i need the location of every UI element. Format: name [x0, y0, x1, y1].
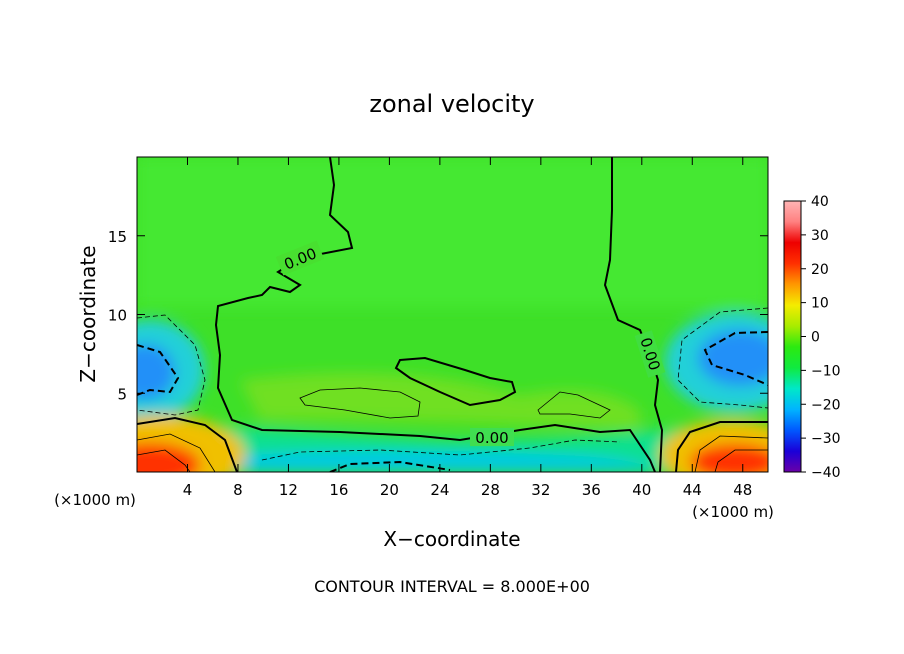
contour-label-bg-1 — [275, 240, 325, 276]
x-tick-label: 8 — [233, 481, 243, 499]
colorbar-ticks: 40 30 20 10 0 −10 −20 −30 −40 — [801, 194, 841, 481]
colorbar-tick-label: 20 — [811, 262, 829, 278]
x-tick-label: 24 — [430, 481, 449, 499]
colorbar-tick-label: −30 — [811, 431, 841, 447]
field-right-negative-core — [698, 330, 768, 386]
dashed-contour-right-inner — [703, 331, 768, 386]
colorbar — [783, 200, 802, 473]
contour-interval-note: CONTOUR INTERVAL = 8.000E+00 — [314, 577, 590, 596]
thin-contour-positive-left — [299, 387, 421, 419]
velocity-field — [137, 157, 768, 472]
thin-contour-right-corner-2 — [714, 449, 768, 472]
colorbar-tick-label: 40 — [811, 194, 829, 210]
dashed-contour-bottom — [261, 439, 621, 461]
colorbar-tick-label: 10 — [811, 296, 829, 312]
field-mid-positive — [240, 372, 640, 430]
thin-contour-left-corner-1 — [137, 433, 216, 472]
x-axis-ticks: 4 8 12 16 20 24 28 32 36 40 44 48 — [183, 157, 752, 499]
x-tick-label: 16 — [329, 481, 348, 499]
dashed-contour-bottom-inner — [329, 460, 451, 472]
field-right-positive-core — [690, 444, 768, 472]
x-unit-left: (×1000 m) — [54, 491, 136, 509]
x-tick-label: 44 — [683, 481, 702, 499]
dashed-contour-left-inner — [137, 344, 180, 396]
field-left-negative-core — [137, 344, 175, 400]
dashed-contour-right-outer — [677, 307, 768, 409]
thin-contour-right-corner-1 — [694, 435, 768, 472]
contour-labels: 0.00 0.00 0.00 — [275, 240, 666, 447]
zero-contour-right — [603, 157, 664, 472]
x-axis-label: X−coordinate — [383, 527, 520, 551]
contour-label-bg-2 — [470, 428, 514, 446]
contour-label-2: 0.00 — [475, 429, 508, 447]
colorbar-tick-label: −40 — [811, 465, 841, 481]
zero-contour-right-low — [675, 421, 768, 472]
y-tick-label: 10 — [108, 307, 127, 325]
zero-contour-island — [394, 356, 517, 407]
colorbar-tick-label: 0 — [811, 330, 820, 346]
thin-contour-positive-right — [537, 391, 611, 419]
colorbar-tick-label: −20 — [811, 397, 841, 413]
x-tick-label: 32 — [531, 481, 550, 499]
chart-title: zonal velocity — [369, 90, 534, 118]
x-tick-label: 28 — [481, 481, 500, 499]
x-tick-label: 4 — [183, 481, 193, 499]
dashed-contour-left-outer — [137, 314, 206, 416]
y-tick-label: 15 — [108, 228, 127, 246]
y-axis-ticks: 5 10 15 — [108, 228, 768, 403]
y-axis-label: Z−coordinate — [76, 245, 100, 382]
field-upper-region — [137, 157, 768, 307]
colorbar-tick-label: −10 — [811, 363, 841, 379]
y-tick-label: 5 — [117, 385, 127, 403]
x-tick-label: 48 — [733, 481, 752, 499]
x-tick-label: 40 — [632, 481, 651, 499]
contour-label-bg-3 — [634, 330, 666, 378]
colorbar-tick-label: 30 — [811, 228, 829, 244]
zero-contour-left — [214, 157, 656, 472]
x-unit-right: (×1000 m) — [692, 503, 774, 521]
zero-contour-left-low — [137, 416, 238, 472]
x-tick-label: 12 — [279, 481, 298, 499]
x-tick-label: 36 — [582, 481, 601, 499]
x-tick-label: 20 — [380, 481, 399, 499]
